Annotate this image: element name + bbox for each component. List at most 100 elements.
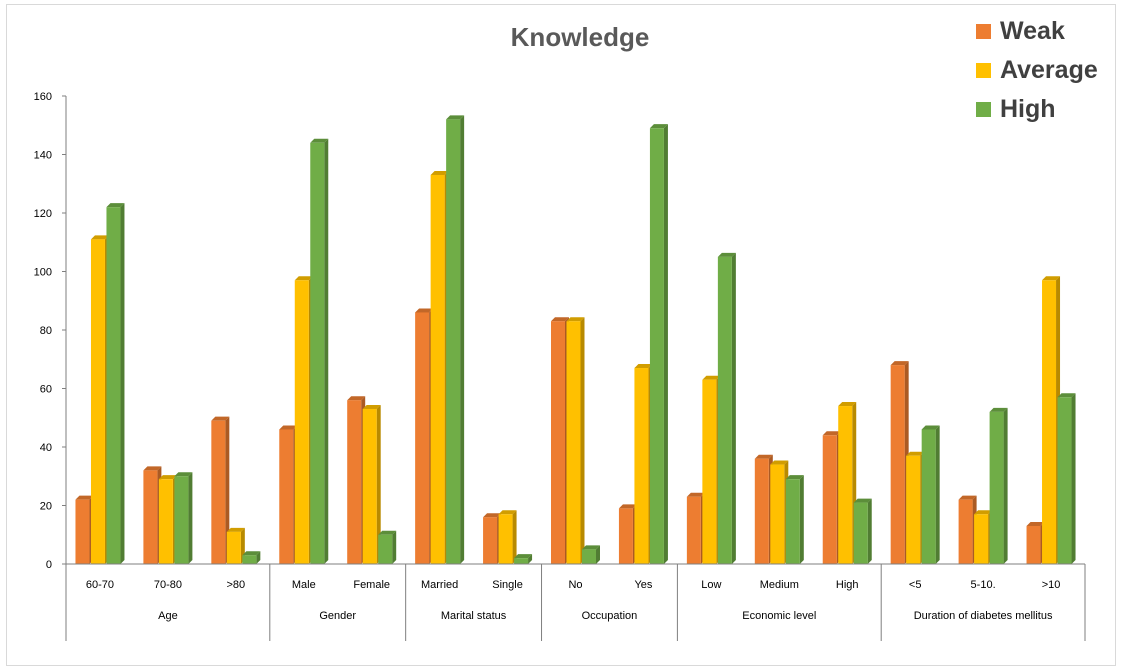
bar-top-weak [686, 492, 705, 497]
bar-top-average [430, 170, 449, 175]
legend-label-average: Average [1000, 56, 1098, 84]
bar-top-high [106, 203, 125, 208]
bar-top-average [90, 235, 109, 240]
legend-item-high: High [976, 90, 1098, 129]
bar-top-weak [1026, 521, 1045, 526]
bar-side-high [663, 124, 668, 565]
bar-top-high [174, 472, 193, 477]
y-tick-label: 140 [34, 150, 52, 162]
x-group-label: Marital status [441, 610, 507, 622]
bar-average [226, 531, 241, 564]
legend-swatch-weak [976, 24, 991, 39]
bar-average [634, 368, 649, 564]
bar-high [853, 502, 868, 564]
bar-top-high [242, 551, 261, 556]
x-category-label: Female [353, 579, 390, 591]
bar-weak [890, 365, 905, 564]
y-tick-label: 20 [40, 501, 52, 513]
bar-weak [958, 499, 973, 564]
y-tick-label: 120 [34, 208, 52, 220]
bar-top-weak [211, 416, 230, 421]
bar-top-average [566, 317, 585, 322]
bar-average [1042, 280, 1057, 564]
x-group-label: Duration of diabetes mellitus [914, 610, 1053, 622]
x-category-label: >80 [226, 579, 245, 591]
x-category-label: >10 [1042, 579, 1061, 591]
y-tick-label: 100 [34, 267, 52, 279]
bar-side-average [376, 404, 381, 564]
bar-weak [279, 429, 294, 564]
bar-top-weak [143, 466, 162, 471]
bar-top-high [921, 425, 940, 430]
bar-top-high [649, 124, 668, 129]
bar-high [378, 534, 393, 564]
x-group-label: Economic level [742, 610, 816, 622]
legend-swatch-average [976, 63, 991, 78]
x-category-label: 70-80 [154, 579, 182, 591]
legend-swatch-high [976, 102, 991, 117]
bar-high [717, 256, 732, 564]
bar-top-average [634, 364, 653, 369]
bar-side-high [596, 545, 600, 564]
y-tick-label: 160 [34, 91, 52, 103]
legend-item-average: Average [976, 51, 1098, 90]
y-tick-label: 40 [40, 442, 52, 454]
bar-side-high [731, 252, 736, 564]
bar-side-average [580, 317, 585, 564]
bar-top-weak [958, 495, 977, 500]
bar-high [514, 558, 529, 564]
legend-item-weak: Weak [976, 12, 1098, 51]
bar-average [362, 408, 377, 564]
y-tick-label: 80 [40, 325, 52, 337]
bar-top-high [310, 138, 329, 143]
bar-side-average [512, 510, 517, 564]
bars-layer [75, 115, 1076, 565]
bar-top-average [906, 451, 925, 456]
legend-label-high: High [1000, 95, 1056, 123]
x-group-label: Age [158, 610, 178, 622]
bar-side-high [256, 551, 261, 564]
legend-label-weak: Weak [1000, 17, 1065, 45]
bar-side-high [1071, 393, 1076, 564]
bar-high [174, 476, 189, 564]
x-category-label: 5-10. [971, 579, 996, 591]
bar-top-weak [754, 454, 773, 459]
bar-average [430, 174, 445, 564]
bar-average [974, 514, 989, 564]
bar-top-average [226, 527, 245, 532]
bar-side-high [460, 115, 465, 565]
x-group-label: Occupation [582, 610, 638, 622]
bar-weak [822, 435, 837, 564]
bar-top-average [498, 510, 517, 515]
bar-average [498, 514, 513, 564]
x-category-label: Single [492, 579, 523, 591]
bar-weak [483, 517, 498, 564]
bar-top-average [770, 460, 789, 465]
bar-top-weak [279, 425, 298, 430]
bar-average [770, 464, 785, 564]
bar-top-average [974, 510, 993, 515]
bar-high [649, 128, 664, 565]
bar-high [446, 119, 461, 565]
x-category-label: High [836, 579, 859, 591]
bar-weak [1026, 525, 1041, 564]
bar-high [1057, 397, 1072, 564]
bar-weak [347, 400, 362, 564]
bar-average [158, 479, 173, 564]
x-category-label: Yes [634, 579, 652, 591]
bar-top-high [378, 530, 397, 535]
x-category-label: No [568, 579, 582, 591]
bar-top-average [294, 276, 313, 281]
bar-top-average [838, 402, 857, 407]
bar-top-average [1042, 276, 1061, 281]
bar-weak [415, 312, 430, 564]
bar-top-high [853, 498, 872, 503]
y-tick-label: 0 [46, 559, 52, 571]
x-category-label: Male [292, 579, 316, 591]
bar-top-high [514, 554, 533, 559]
bar-side-high [120, 203, 125, 564]
bar-high [785, 479, 800, 564]
bar-side-high [935, 425, 940, 564]
bar-side-high [188, 472, 193, 564]
